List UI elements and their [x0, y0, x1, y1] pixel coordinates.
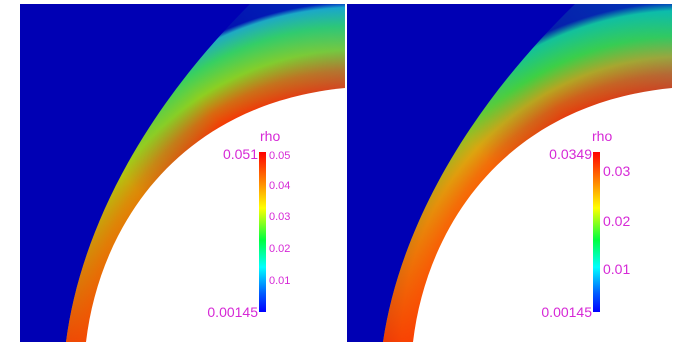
colorbar-title: rho — [592, 128, 613, 144]
colorbar-tick: 0.03 — [603, 163, 631, 179]
colorbar-max-label: 0.0349 — [549, 146, 592, 162]
colorbar-max-label: 0.051 — [222, 146, 258, 162]
colorbar-min-label: 0.00145 — [207, 304, 258, 320]
body-region — [413, 88, 672, 342]
colorbar-tick: 0.02 — [603, 213, 631, 229]
colorbar-title: rho — [260, 128, 281, 144]
body-region — [86, 88, 345, 342]
colorbar-tick: 0.05 — [269, 150, 291, 162]
left-plot-panel — [20, 4, 345, 342]
colorbar-tick: 0.02 — [269, 243, 291, 255]
colorbar-tick: 0.04 — [269, 180, 291, 192]
colorbar-gradient — [259, 152, 266, 312]
colorbar-gradient — [593, 152, 600, 312]
colorbar-tick: 0.01 — [269, 275, 291, 287]
colorbar-tick: 0.01 — [603, 261, 631, 277]
colorbar-min-label: 0.00145 — [541, 304, 592, 320]
colorbar-tick: 0.03 — [269, 211, 291, 223]
left-colorbar: rho 0.051 0.05 0.04 0.03 0.02 0.01 0.001… — [190, 125, 330, 325]
left-density-field — [20, 4, 345, 342]
right-colorbar: rho 0.0349 0.03 0.02 0.01 0.00145 — [518, 125, 668, 325]
